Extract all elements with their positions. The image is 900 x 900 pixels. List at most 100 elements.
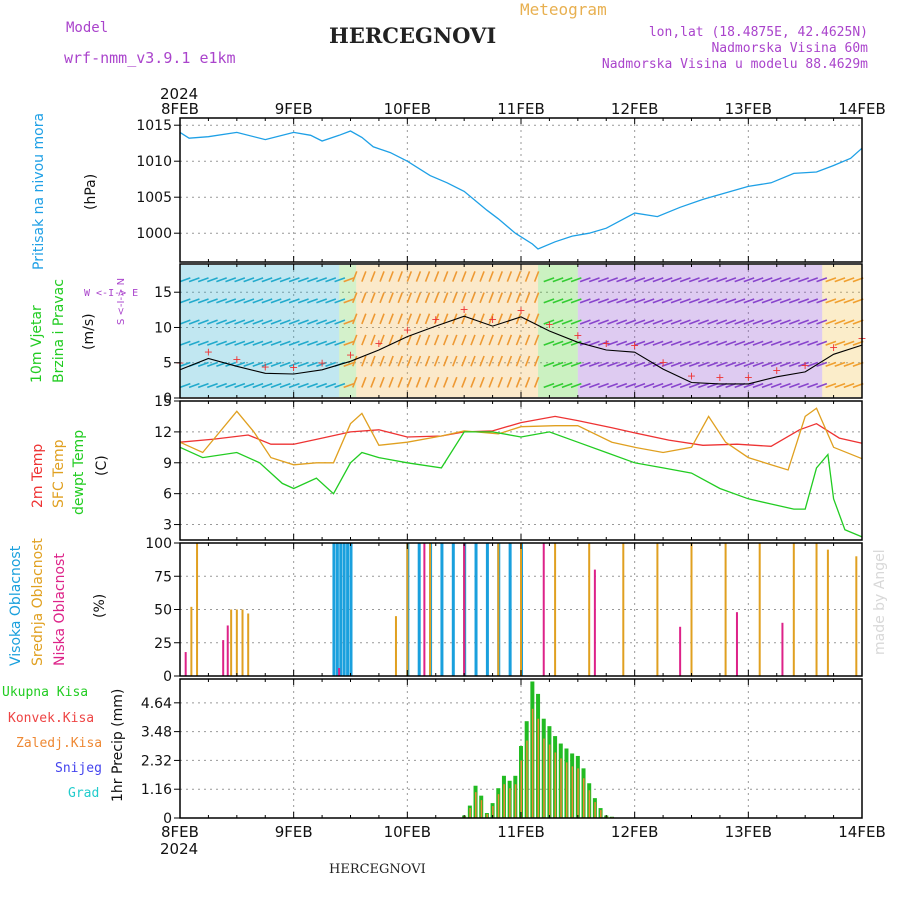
- wind-barb: [379, 271, 385, 282]
- precip-bar-inner: [548, 744, 551, 818]
- wind-barb: [343, 382, 355, 389]
- wind-barb: [316, 298, 328, 304]
- wind-gust-marker: +: [346, 348, 355, 361]
- wind-barb: [698, 298, 709, 304]
- wind-barb: [325, 319, 337, 325]
- wind-barb: [561, 361, 573, 368]
- wind-barb: [734, 340, 746, 346]
- wind-barb: [370, 292, 376, 304]
- precip-bar-inner: [469, 808, 471, 818]
- pressure-title: Pritisak na nivou mora: [31, 112, 47, 270]
- wind-barb: [252, 319, 264, 325]
- wind-barb: [307, 340, 318, 346]
- wind-barb: [625, 361, 637, 368]
- wind-barb: [316, 319, 328, 325]
- wind-unit: (m/s): [81, 313, 97, 350]
- wind-barb: [225, 382, 237, 389]
- precip-bar-inner: [520, 760, 522, 818]
- wind-barb: [216, 382, 227, 389]
- wind-barb: [452, 334, 458, 346]
- wind-barb: [825, 277, 837, 283]
- cloud-bar: [338, 668, 341, 676]
- precip-bar-inner: [577, 768, 579, 818]
- x-date-label-top: 13FEB: [725, 100, 772, 118]
- wind-barb: [207, 340, 218, 346]
- cloud-bar: [781, 622, 784, 676]
- wind-barb: [716, 298, 728, 304]
- wind-barb: [543, 277, 555, 283]
- wind-gust-marker: +: [715, 371, 724, 384]
- precip-bar-inner: [588, 790, 591, 818]
- precip-unit: 1hr Precip (mm): [110, 688, 126, 802]
- wind-barb: [188, 319, 200, 325]
- precip-bar-inner: [583, 778, 585, 818]
- cloud-unit: (%): [92, 593, 108, 618]
- wind-barb: [397, 313, 403, 325]
- wind-barb: [679, 361, 691, 368]
- wind-barb: [661, 340, 673, 346]
- wind-barb: [698, 319, 709, 325]
- wind-barb: [543, 382, 555, 389]
- wind-barb: [524, 355, 531, 367]
- wind-barb: [188, 340, 200, 346]
- wind-barb: [570, 277, 582, 283]
- wind-barb: [515, 355, 522, 367]
- wind-barb: [352, 334, 358, 346]
- wind-barb: [279, 382, 291, 389]
- wind-barb: [634, 361, 646, 368]
- wind-barb: [279, 361, 291, 368]
- wind-barb: [243, 340, 255, 346]
- data-layer: ++++ + +++++++++++ +++ + ++ +++: [175, 130, 867, 818]
- cloud-bar: [758, 543, 761, 676]
- cloud-bar: [622, 543, 625, 676]
- cloud-bar: [656, 543, 659, 676]
- wind-barb: [533, 271, 540, 282]
- precip-hail-label: Grad: [68, 786, 100, 801]
- cloud-bar: [190, 606, 193, 676]
- wind-gust-marker: +: [772, 364, 781, 377]
- temp-sfc-label: SFC Temp: [51, 439, 67, 508]
- precip-bar-inner: [480, 800, 483, 818]
- precipitation-ytick-label: 0: [163, 811, 172, 827]
- wind-barb: [524, 376, 531, 388]
- wind-barb: [334, 340, 346, 346]
- watermark: made by Angel: [872, 549, 888, 655]
- wind-barb: [670, 361, 682, 368]
- cloud-bar: [335, 543, 339, 676]
- x-date-label-bottom: 10FEB: [384, 823, 431, 841]
- cloud-ytick-label: 50: [154, 603, 172, 619]
- wind-barb: [679, 319, 691, 325]
- wind-barb: [533, 355, 540, 367]
- wind-barb: [607, 277, 618, 283]
- wind-barb: [179, 277, 191, 283]
- wind-barb: [188, 298, 200, 304]
- cloud-bar: [332, 543, 336, 676]
- cloud-bar: [520, 543, 522, 676]
- wind-barb: [679, 340, 691, 346]
- wind-barb: [743, 361, 755, 368]
- temperature-ytick-label: 6: [163, 487, 172, 503]
- wind-barb: [625, 382, 637, 389]
- wind-barb: [188, 382, 200, 389]
- precip-bar-inner: [600, 810, 602, 818]
- cloud-bar: [474, 543, 478, 676]
- wind-barb: [688, 319, 700, 325]
- cloud-bar: [222, 640, 225, 676]
- precip-strat-label: Zaledj.Kisa: [16, 736, 103, 751]
- wind-barb: [442, 376, 449, 388]
- model-name: wrf-nmm_v3.9.1 e1km: [64, 49, 236, 67]
- wind-barb: [798, 361, 809, 368]
- wind-barb: [488, 355, 494, 367]
- wind-barb: [379, 376, 385, 388]
- cloud-bar: [735, 612, 738, 676]
- wind-barb: [533, 313, 540, 325]
- wind-barb: [816, 277, 828, 283]
- wind-ytick-label: 10: [154, 320, 172, 336]
- wind-barb: [433, 334, 440, 346]
- wind-barb: [625, 277, 637, 283]
- wind-barb: [433, 313, 440, 325]
- wind-barb: [616, 298, 628, 304]
- wind-barb: [788, 361, 800, 368]
- wind-barb: [252, 298, 264, 304]
- wind-barb: [716, 319, 728, 325]
